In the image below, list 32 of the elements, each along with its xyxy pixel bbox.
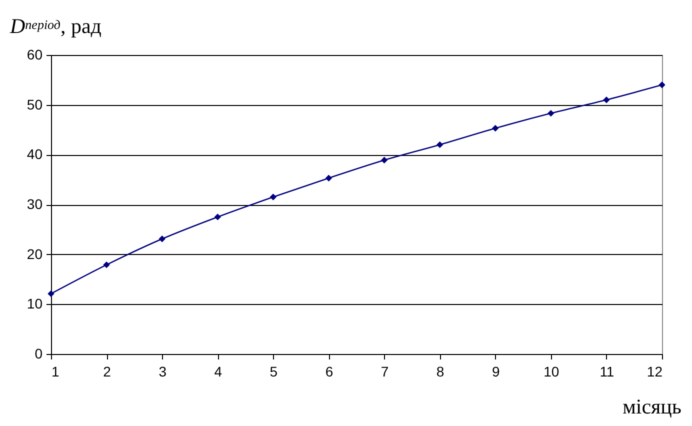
point <box>436 141 444 148</box>
x-tick-label: 3 <box>158 364 167 380</box>
point <box>492 124 499 132</box>
y-tick-label: 60 <box>26 46 43 62</box>
point <box>325 174 332 182</box>
x-tick-label: 11 <box>600 364 614 380</box>
x-tick-label: 8 <box>436 364 444 380</box>
point <box>48 290 54 298</box>
y-tick-label: 0 <box>34 346 43 362</box>
y-tick-label: 40 <box>26 146 43 162</box>
x-tick-label: 7 <box>380 364 389 380</box>
x-tick-label: 2 <box>103 364 112 380</box>
x-tick-label: 10 <box>544 364 560 380</box>
point <box>270 194 277 200</box>
point <box>158 236 166 242</box>
x-tick-label: 9 <box>492 364 500 380</box>
x-tick-label: 5 <box>270 364 278 380</box>
point <box>380 156 388 164</box>
y-tick-label: 50 <box>26 96 43 112</box>
point <box>603 96 610 104</box>
x-tick-label: 1 <box>52 364 60 380</box>
x-axis-title: місяць <box>622 394 682 418</box>
point <box>103 261 110 268</box>
y-tick-label: 20 <box>26 246 43 262</box>
y-tick-label: 10 <box>26 296 43 312</box>
x-tick-label: 6 <box>325 364 334 380</box>
point <box>548 110 554 117</box>
point <box>658 82 666 88</box>
x-tick-label: 12 <box>646 364 663 380</box>
point <box>214 214 221 220</box>
y-tick-label: 30 <box>26 196 43 212</box>
x-tick-label: 4 <box>214 364 222 380</box>
